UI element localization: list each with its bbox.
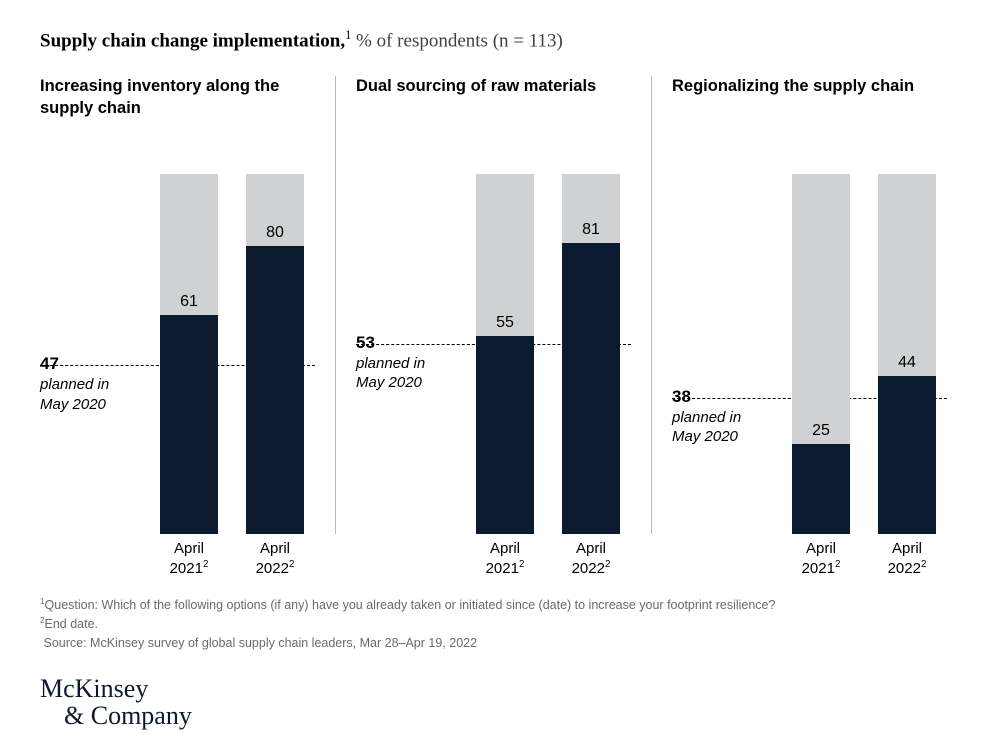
brand-logo: McKinsey & Company [40, 675, 967, 730]
bar-2021: 61 [160, 174, 218, 534]
planned-value: 53 [356, 332, 425, 354]
planned-label: 47 planned inMay 2020 [40, 353, 109, 414]
bars: 25 44 [792, 134, 947, 534]
x-label-2021: April20212 [792, 540, 850, 579]
footnote-1: 1Question: Which of the following option… [40, 596, 967, 615]
panel-title: Regionalizing the supply chain [672, 76, 947, 120]
panel-inventory: Increasing inventory along the supply ch… [40, 76, 335, 534]
planned-label: 53 planned inMay 2020 [356, 332, 425, 393]
planned-value: 38 [672, 386, 741, 408]
chart-title: Supply chain change implementation,1 % o… [40, 28, 967, 52]
bar-2021: 25 [792, 174, 850, 534]
title-bold: Supply chain change implementation, [40, 30, 345, 51]
planned-value: 47 [40, 353, 109, 375]
bar-value-label: 81 [562, 221, 620, 239]
bar-2021: 55 [476, 174, 534, 534]
chart-area: 47 planned inMay 2020 61 80 [40, 134, 315, 534]
x-axis: April20212 April20222 [476, 534, 631, 579]
footnote-source: Source: McKinsey survey of global supply… [40, 634, 967, 653]
bar-fill: 61 [160, 315, 218, 535]
footnote-2: 2End date. [40, 615, 967, 634]
brand-line1: McKinsey [40, 675, 967, 702]
bar-fill: 81 [562, 243, 620, 535]
x-label-2021: April20212 [476, 540, 534, 579]
bar-value-label: 55 [476, 314, 534, 332]
brand-line2: & Company [40, 702, 967, 729]
bar-value-label: 80 [246, 224, 304, 242]
bar-fill: 55 [476, 336, 534, 534]
x-label-2022: April20222 [562, 540, 620, 579]
planned-label: 38 planned inMay 2020 [672, 386, 741, 447]
bar-2022: 81 [562, 174, 620, 534]
planned-caption: planned inMay 2020 [40, 375, 109, 414]
bars: 61 80 [160, 134, 315, 534]
bar-fill: 44 [878, 376, 936, 534]
bar-2022: 44 [878, 174, 936, 534]
footnotes: 1Question: Which of the following option… [40, 596, 967, 653]
bar-fill: 80 [246, 246, 304, 534]
planned-caption: planned inMay 2020 [672, 408, 741, 447]
x-label-2022: April20222 [246, 540, 304, 579]
panel-title: Increasing inventory along the supply ch… [40, 76, 315, 120]
panel-dual-sourcing: Dual sourcing of raw materials 53 planne… [335, 76, 651, 534]
bar-value-label: 44 [878, 354, 936, 372]
bar-value-label: 61 [160, 293, 218, 311]
x-label-2021: April20212 [160, 540, 218, 579]
panel-title: Dual sourcing of raw materials [356, 76, 631, 120]
bar-value-label: 25 [792, 422, 850, 440]
panel-regionalizing: Regionalizing the supply chain 38 planne… [651, 76, 967, 534]
x-axis: April20212 April20222 [792, 534, 947, 579]
bar-2022: 80 [246, 174, 304, 534]
chart-area: 53 planned inMay 2020 55 81 [356, 134, 631, 534]
x-axis: April20212 April20222 [160, 534, 315, 579]
title-rest: % of respondents (n = 113) [351, 30, 563, 51]
planned-caption: planned inMay 2020 [356, 354, 425, 393]
bar-fill: 25 [792, 444, 850, 534]
chart-panels: Increasing inventory along the supply ch… [40, 76, 967, 534]
x-label-2022: April20222 [878, 540, 936, 579]
bars: 55 81 [476, 134, 631, 534]
chart-area: 38 planned inMay 2020 25 44 [672, 134, 947, 534]
